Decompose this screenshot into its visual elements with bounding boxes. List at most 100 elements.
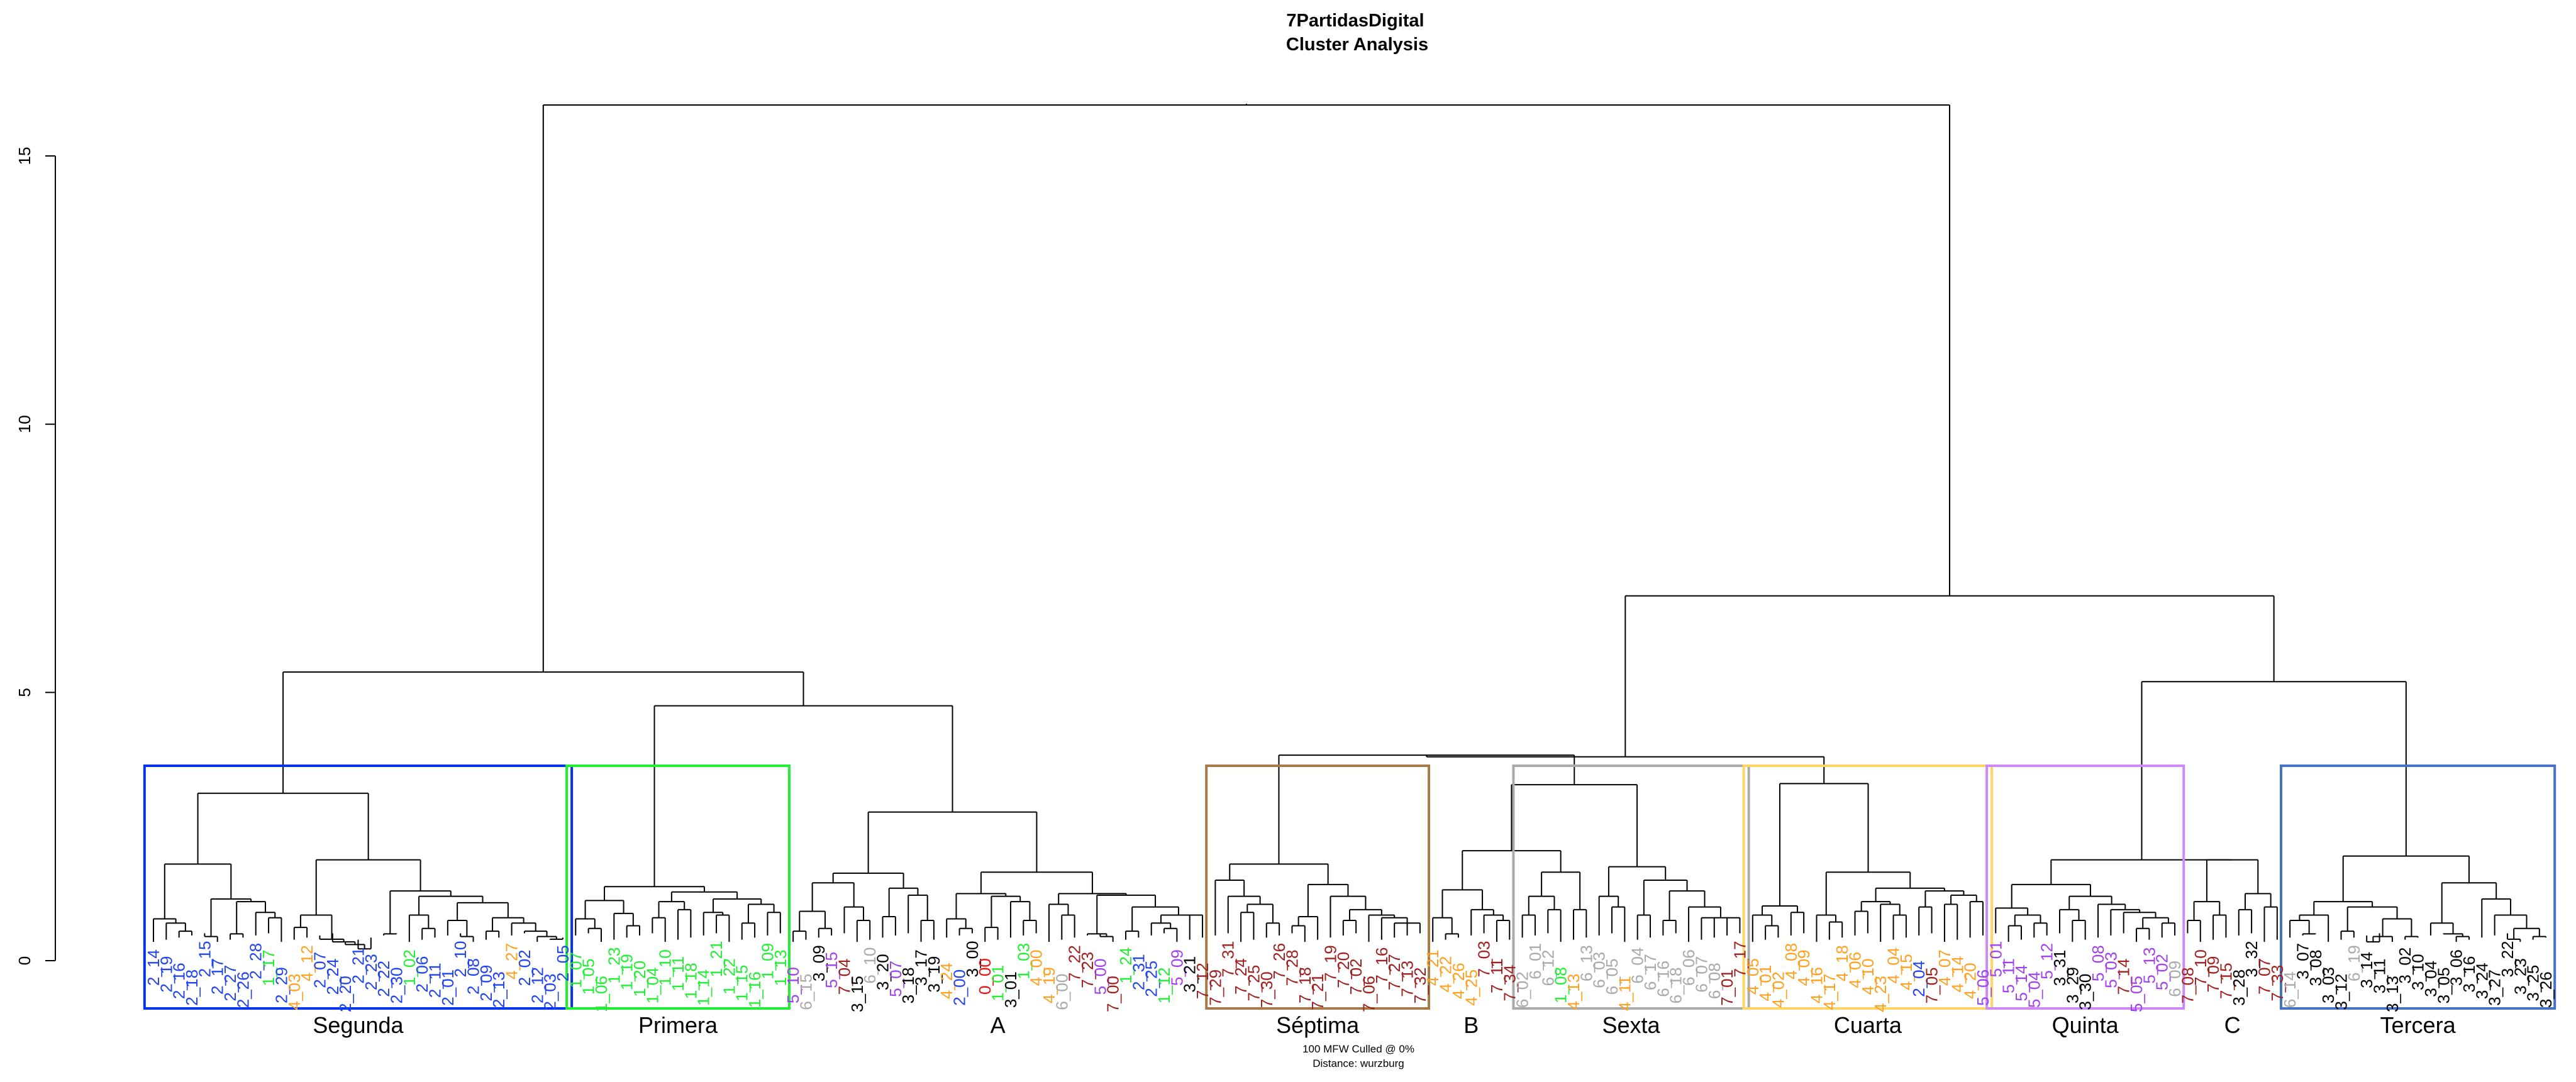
leaf-label: 7_05 [1923,967,1941,1003]
leaf-label: 3_29 [2063,967,2082,1003]
leaf-label: 2_15 [195,941,214,977]
leaf-label: 4_08 [1782,943,1801,980]
leaf-label: 6_06 [1679,949,1698,986]
leaf-label: 7_28 [1282,949,1301,986]
leaf-label: 2_10 [451,941,470,977]
leaf-label: 3_03 [2319,967,2338,1003]
leaf-label: 1_01 [989,965,1008,1002]
cluster-box [1742,765,1994,1010]
leaf-label: 1_19 [618,954,636,990]
leaf-label: 7_00 [1104,976,1123,1012]
leaf-label: 7_02 [1346,958,1365,995]
leaf-label: 1_02 [400,949,419,986]
leaf-label: 2_12 [528,967,547,1003]
leaf-label: 2_25 [1142,961,1161,997]
leaf-label: 3_00 [963,941,982,977]
cluster-label: Primera [638,1012,718,1038]
leaf-label: 4_15 [1897,954,1916,990]
leaf-label: 7_13 [1398,961,1417,997]
leaf-label: 3_32 [2242,941,2261,977]
leaf-label: 4_18 [1833,945,1852,981]
leaf-label: 3_25 [2524,965,2543,1002]
leaf-label: 6_15 [796,974,815,1010]
leaf-label: 6_18 [1667,967,1685,1003]
leaf-label: 1_13 [771,949,790,986]
leaf-label: 2_21 [348,947,367,984]
leaf-label: 6_16 [1653,961,1672,997]
leaf-label: 7_33 [2268,965,2287,1002]
leaf-label: 5_15 [822,952,841,988]
cluster-box [1985,765,2185,1010]
leaf-label: 2_13 [489,971,508,1008]
leaf-label: 4_00 [1027,949,1046,986]
leaf-label: 2_16 [170,963,189,999]
leaf-label: 7_15 [2216,963,2235,999]
leaf-label: 5_11 [1999,958,2018,993]
leaf-label: 7_23 [1078,952,1097,988]
leaf-label: 7_24 [1231,958,1250,995]
leaf-label: 3_10 [2409,954,2428,990]
leaf-label: 7_30 [1257,971,1276,1008]
cluster-labels: Segunda Primera A Séptima B Sexta Cuarta Quinta… [313,1012,2456,1038]
cluster-label: Sexta [1602,1012,1660,1038]
leaf-label: 4_19 [1040,967,1058,1003]
leaf-label: 3_26 [2536,971,2555,1008]
leaf-label: 3_19 [924,956,943,993]
leaf-label: 4_25 [1462,969,1480,1006]
cluster-box [143,765,574,1010]
leaf-label: 6_17 [1641,954,1660,990]
leaf-label: 2_09 [477,965,496,1002]
leaf-label: 5_06 [1974,969,1992,1006]
leaf-label: 1_23 [604,947,623,984]
leaf-label: 5_01 [1986,941,2005,977]
leaf-label: 2_27 [221,965,240,1002]
leaf-label: 7_20 [1334,952,1353,988]
leaf-label: 1_10 [656,949,675,986]
leaf-label: 4_05 [1743,958,1762,995]
leaf-label: 7_10 [2191,949,2210,986]
leaf-label: 4_20 [1961,963,1980,999]
leaf-label: 6_02 [1513,971,1532,1008]
leaf-label: 4_12 [297,945,316,981]
leaf-label: 2_04 [1909,961,1928,997]
leaf-label: 7_16 [1372,947,1391,984]
leaf-label: 5_10 [784,967,802,1003]
leaf-label: 3_27 [2485,969,2504,1006]
leaf-label: 3_18 [899,967,918,1003]
y-axis: 0 5 10 15 [15,147,56,965]
cluster-label: Cuarta [1834,1012,1902,1038]
y-tick-label: 5 [15,688,34,697]
cluster-label: C [2224,1012,2241,1038]
leaf-label: 2_18 [182,969,201,1006]
leaf-label: 4_13 [1564,974,1583,1010]
leaf-label: 7_34 [1500,965,1519,1002]
leaf-label: 5_14 [2012,965,2031,1002]
leaf-label: 3_22 [2498,941,2517,977]
leaf-label: 7_19 [1321,945,1340,981]
leaf-label: 6_14 [2280,971,2299,1008]
leaf-label: 4_11 [1615,976,1634,1011]
cluster-label: B [1463,1012,1479,1038]
cluster-label: Quinta [2052,1012,2119,1038]
leaf-label: 2_07 [310,952,329,988]
leaf-label: 6_12 [1538,949,1557,986]
leaf-label: 1_21 [707,941,726,977]
cluster-label: Séptima [1276,1012,1360,1038]
leaf-label: 5_07 [886,961,905,997]
leaf-label: 4_22 [1436,956,1455,993]
leaf-label: 2_23 [362,954,380,990]
leaf-label: 6_03 [1590,952,1609,988]
leaf-label: 7_22 [1065,945,1084,981]
leaf-label: 2_24 [323,958,342,995]
leaf-label: 2_11 [426,963,445,998]
leaf-label: 2_26 [233,971,252,1008]
leaf-label: 2_30 [387,967,406,1003]
leaf-label: 4_06 [1846,952,1865,988]
leaf-label: 3_14 [2357,952,2376,988]
leaf-label: 4_07 [1935,949,1954,986]
leaf-label: 1_08 [1552,967,1570,1003]
cluster-box [565,765,791,1010]
leaf-label: 3_09 [809,945,828,981]
leaf-label: 7_06 [1360,976,1379,1012]
